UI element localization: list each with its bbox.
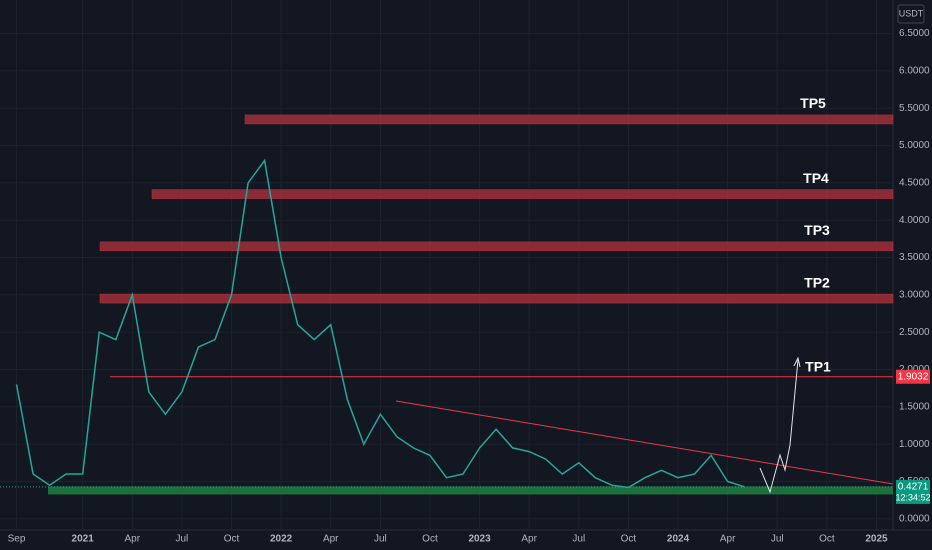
y-tick-label: 2.5000 (899, 327, 930, 338)
y-tick-label: 6.0000 (899, 66, 930, 77)
x-tick-label: 2023 (468, 534, 491, 545)
x-tick-label: Oct (819, 534, 835, 545)
y-tick-label: 0.0000 (899, 513, 930, 524)
level-zone (244, 114, 894, 125)
y-tick-label: 2.0000 (899, 364, 930, 375)
level-zone (99, 293, 894, 304)
countdown: 12:34:52 (895, 492, 930, 502)
x-tick-label: Apr (521, 534, 537, 545)
currency-box (897, 4, 925, 24)
level-zone (151, 189, 894, 199)
x-tick-label: Oct (621, 534, 637, 545)
y-tick-label: 6.5000 (899, 28, 930, 39)
y-tick-label: 1.5000 (899, 401, 930, 412)
level-label: TP3 (804, 222, 830, 238)
y-tick-label: 3.5000 (899, 252, 930, 263)
price-tag-label: 1.9032 (898, 371, 929, 382)
x-tick-label: 2022 (270, 534, 293, 545)
level-label: TP4 (803, 170, 829, 186)
y-tick-label: 1.0000 (899, 439, 930, 450)
x-tick-label: Jul (771, 534, 784, 545)
x-tick-label: Jul (374, 534, 387, 545)
last-price-tag (896, 479, 930, 504)
x-tick-label: Apr (125, 534, 141, 545)
y-tick-label: 5.0000 (899, 140, 930, 151)
x-tick-label: Jul (572, 534, 585, 545)
plot (0, 0, 894, 530)
y-tick-label: 4.0000 (899, 215, 930, 226)
x-tick-label: Oct (422, 534, 438, 545)
x-tick-label: 2021 (72, 534, 95, 545)
level-label: TP5 (800, 95, 826, 111)
support-zone (48, 486, 893, 495)
x-tick-label: Apr (720, 534, 736, 545)
trendline (395, 400, 894, 485)
x-tick-label: Apr (323, 534, 339, 545)
projection-arrow (793, 356, 801, 368)
x-tick-label: Sep (8, 534, 26, 545)
y-tick-label: 4.5000 (899, 178, 930, 189)
x-tick-label: 2025 (865, 534, 888, 545)
level-label: TP2 (804, 274, 830, 290)
x-tick-label: Oct (224, 534, 240, 545)
y-tick-label: 3.0000 (899, 289, 930, 300)
currency: USDT (899, 8, 924, 18)
x-tick-label: Jul (176, 534, 189, 545)
level-zone (99, 241, 894, 252)
price-tag (896, 369, 930, 384)
y-tick-label: 5.5000 (899, 103, 930, 114)
projection (759, 359, 799, 494)
level-label: TP1 (805, 358, 831, 374)
last-price-label: 0.4271 (898, 482, 929, 493)
x-tick-label: 2024 (667, 534, 690, 545)
price-line (15, 158, 745, 489)
